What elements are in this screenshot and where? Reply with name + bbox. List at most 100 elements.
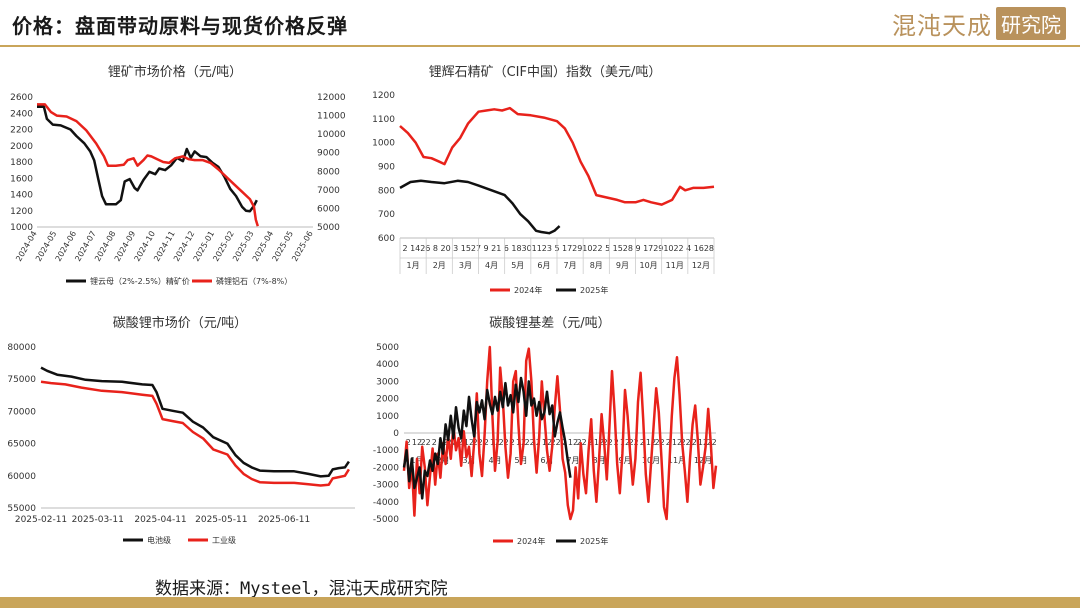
x-tick-label: 2025-02-11 — [15, 515, 67, 525]
x-day-tick-label: 29 — [572, 244, 582, 253]
x-day-tick-label: 12 — [412, 438, 422, 447]
x-tick-label: 2025-03-11 — [72, 515, 124, 525]
legend-label: 2024年 — [517, 536, 545, 546]
y-left-tick-label: 1800 — [10, 158, 33, 168]
x-day-tick-label: 2 — [406, 438, 411, 447]
chart-title: 锂矿市场价格（元/吨） — [108, 64, 242, 80]
brand-logo-name: 混沌天成 — [892, 11, 992, 40]
legend-label: 锂云母（2%-2.5%）精矿价 — [90, 276, 190, 286]
y-tick-label: -1000 — [373, 446, 399, 456]
x-day-tick-label: 12 — [464, 438, 474, 447]
x-tick-label: 2025-05-11 — [195, 515, 247, 525]
x-day-tick-label: 2 — [432, 438, 437, 447]
x-day-tick-label: 10 — [582, 244, 592, 253]
x-day-tick-label: 15 — [613, 244, 623, 253]
y-right-tick-label: 6000 — [317, 204, 340, 214]
x-day-tick-label: 10 — [663, 244, 673, 253]
y-tick-label: 60000 — [7, 472, 36, 482]
x-tick-label: 2025-04-11 — [134, 515, 186, 525]
chart-title: 碳酸锂市场价（元/吨） — [113, 315, 247, 331]
x-month-label: 5月 — [511, 261, 524, 270]
x-month-label: 7月 — [566, 456, 579, 465]
y-tick-label: 800 — [378, 186, 395, 196]
x-day-tick-label: 2 — [484, 438, 489, 447]
y-tick-label: 1200 — [372, 91, 395, 101]
brand-logo: 混沌天成 研究院 — [892, 6, 1066, 40]
y-tick-label: 80000 — [7, 343, 36, 353]
x-day-tick-label: 23 — [542, 244, 552, 253]
x-day-tick-label: 26 — [420, 244, 430, 253]
series-line — [399, 106, 715, 206]
y-right-tick-label: 5000 — [317, 223, 340, 233]
y-right-tick-label: 9000 — [317, 149, 340, 159]
y-right-tick-label: 12000 — [317, 93, 346, 103]
x-day-tick-label: 30 — [522, 244, 532, 253]
legend-label: 2024年 — [514, 285, 542, 295]
y-tick-label: 55000 — [7, 504, 36, 514]
chart-lithium-ore-price-svg: 锂矿市场价格（元/吨） 1000 1200 1400 1600 1800 2000 2200 2… — [10, 64, 346, 286]
series-line — [37, 105, 258, 213]
legend-label: 磷锂铝石（7%-8%） — [216, 276, 292, 286]
y-tick-label: -5000 — [373, 515, 399, 525]
series-line — [402, 345, 718, 521]
x-day-tick-label: 16 — [694, 244, 704, 253]
y-tick-label: 5000 — [376, 343, 399, 353]
x-day-tick-label: 12 — [698, 438, 708, 447]
y-tick-label: 600 — [378, 234, 395, 244]
series-line — [399, 179, 561, 235]
legend-label: 电池级 — [147, 535, 171, 545]
x-day-tick-label: 22 — [681, 438, 691, 447]
x-day-tick-label: 18 — [511, 244, 521, 253]
x-day-tick-label: 22 — [499, 438, 509, 447]
y-tick-label: -2000 — [373, 463, 399, 473]
chart-lithium-carbonate-price: 碳酸锂市场价（元/吨） 55000 60000 65000 70000 75000 8000… — [0, 305, 370, 555]
x-day-tick-label: 12 — [568, 438, 578, 447]
y-right-tick-label: 11000 — [317, 112, 346, 122]
y-tick-label: 1000 — [376, 412, 399, 422]
x-month-label: 6月 — [540, 456, 553, 465]
y-tick-label: 1100 — [372, 115, 395, 125]
y-tick-label: -3000 — [373, 481, 399, 491]
x-day-tick-label: 22 — [629, 438, 639, 447]
x-day-tick-label: 22 — [551, 438, 561, 447]
x-month-label: 6月 — [537, 261, 550, 270]
x-day-tick-label: 8 — [433, 244, 438, 253]
x-day-tick-label: 12 — [646, 438, 656, 447]
y-left-tick-label: 1000 — [10, 223, 33, 233]
x-day-tick-label: 22 — [421, 438, 431, 447]
x-day-tick-label: 5 — [605, 244, 610, 253]
x-day-tick-label: 12 — [516, 438, 526, 447]
x-day-tick-label: 27 — [471, 244, 481, 253]
data-source-note: 数据来源：Mysteel，混沌天成研究院 — [155, 579, 448, 599]
x-day-tick-label: 21 — [491, 244, 501, 253]
brand-logo-institute: 研究院 — [996, 6, 1066, 40]
x-day-tick-label: 28 — [704, 244, 714, 253]
y-left-tick-label: 2600 — [10, 93, 33, 103]
x-month-label: 8月 — [590, 261, 603, 270]
y-tick-label: 3000 — [376, 377, 399, 387]
x-month-label: 11月 — [668, 456, 686, 465]
x-month-label: 9月 — [616, 261, 629, 270]
x-day-tick-label: 14 — [410, 244, 420, 253]
x-day-tick-label: 22 — [473, 438, 483, 447]
x-month-label: 10月 — [639, 261, 657, 270]
series-line — [40, 380, 350, 487]
y-right-tick-label: 7000 — [317, 186, 340, 196]
y-tick-label: 900 — [378, 163, 395, 173]
x-day-tick-label: 2 — [403, 244, 408, 253]
x-month-label: 11月 — [666, 261, 684, 270]
chart-lithium-ore-price: 锂矿市场价格（元/吨） 1000 1200 1400 1600 1800 2000 2200 2… — [0, 55, 360, 305]
x-day-tick-label: 20 — [440, 244, 450, 253]
x-day-tick-label: 22 — [673, 244, 683, 253]
y-tick-label: 70000 — [7, 407, 36, 417]
legend-label: 工业级 — [212, 535, 236, 545]
x-day-tick-label: 4 — [686, 244, 691, 253]
x-day-tick-label: 6 — [504, 244, 509, 253]
header-divider — [0, 45, 1080, 47]
x-day-tick-label: 2 — [458, 438, 463, 447]
x-day-tick-label: 17 — [562, 244, 572, 253]
y-tick-label: 700 — [378, 210, 395, 220]
y-left-tick-label: 1200 — [10, 207, 33, 217]
x-day-tick-label: 9 — [484, 244, 489, 253]
chart-title: 锂辉石精矿（CIF中国）指数（美元/吨） — [429, 65, 662, 80]
